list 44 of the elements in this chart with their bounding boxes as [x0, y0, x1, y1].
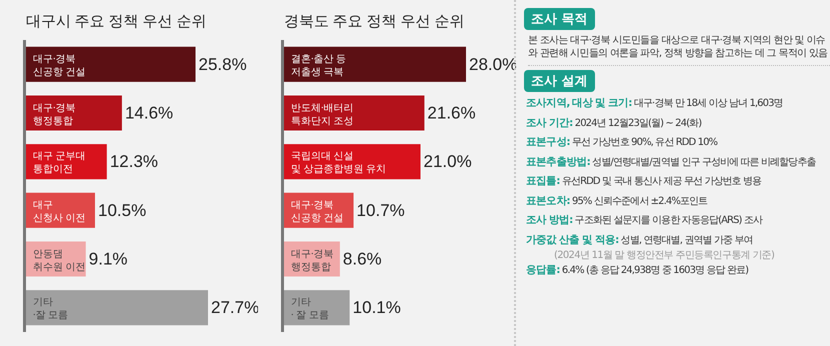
y-tick-label: 대구 군부대 통합이전 — [33, 148, 86, 175]
bar — [26, 290, 208, 326]
text: 조사 설계 — [524, 70, 595, 92]
data-label: 10.7% — [356, 200, 405, 220]
data-label: 9.1% — [88, 250, 128, 268]
y-tick-label: 결혼·출산 등 저출생 극복 — [291, 51, 346, 78]
data-label: 25.8% — [198, 54, 247, 74]
bar — [26, 46, 196, 82]
text: (2024년 11월 말 행정안전부 주민등록인구통계 기준) — [554, 250, 776, 261]
y-tick-label: 안동댐 취수원 이전 — [33, 246, 86, 273]
y-tick-label: 국립의대 신설 및 상급종합병원 유치 — [291, 148, 386, 175]
bar — [26, 192, 95, 228]
text: 가중값 산출 및 적용: 성별, 연령대별, 권역별 가중 부여 — [526, 232, 754, 248]
y-tick-label: 대구·경북 행정통합 — [33, 100, 76, 127]
data-label: 10.1% — [352, 298, 401, 318]
data-label: 21.6% — [427, 104, 476, 122]
data-label: 21.0% — [424, 152, 472, 172]
chart-title: 경북도 주요 정책 우선 순위 — [284, 11, 464, 32]
bar — [284, 46, 466, 82]
y-tick-label: 대구 신청사 이전 — [33, 197, 86, 224]
data-label: 8.6% — [342, 250, 382, 268]
y-tick-label: 반도체·배터리 특화단지 조성 — [291, 100, 354, 127]
text: 표본구성: 무선 가상번호 90%, 유선 RDD 10% — [526, 135, 718, 150]
y-tick-label: 대구·경북 신공항 건설 — [33, 51, 86, 78]
text: 표집틀: 유선RDD 및 국내 통신사 제공 무선 가상번호 병용 — [526, 174, 762, 189]
data-label: 10.5% — [98, 200, 146, 220]
text: 조사 기간: 2024년 12월23일(월) ~ 24(화) — [526, 116, 702, 130]
y-tick-label: 대구·경북 신공항 건설 — [291, 197, 344, 224]
text: 조사지역, 대상 및 크기: 대구·경북 만 18세 이상 남녀 1,603명 — [526, 96, 784, 111]
data-label: 14.6% — [124, 104, 174, 122]
data-label: 12.3% — [110, 152, 158, 172]
text: 조사 목적 — [524, 8, 595, 30]
text: 표본오차: 95% 신뢰수준에서 ±2.4%포인트 — [526, 194, 708, 208]
text: 표본추출방법: 성별/연령대별/권역별 인구 구성비에 따른 비례할당추출 — [526, 154, 817, 170]
bar — [284, 290, 350, 326]
text: 조사 방법: 구조화된 설문지를 이용한 자동응답(ARS) 조사 — [526, 213, 764, 228]
y-tick-label: 기타 ·잘 모름 — [33, 294, 68, 321]
y-tick-label: 기타 · 잘 모름 — [291, 294, 329, 321]
y-tick-label: 대구·경북 행정통합 — [291, 246, 334, 273]
text: 응답률: 6.4% (총 응답 24,938명 중 1603명 응답 완료) — [526, 263, 750, 278]
bar — [26, 95, 122, 131]
bar — [284, 95, 424, 131]
text: 본 조사는 대구·경북 시도민들을 대상으로 대구·경북 지역의 현안 및 이슈와 관련해 시민들의 여론을 파악, 정책 방향을 참고하는 데 그 목적이 있음 — [528, 34, 830, 66]
chart-title: 대구시 주요 정책 우선 순위 — [26, 11, 206, 32]
